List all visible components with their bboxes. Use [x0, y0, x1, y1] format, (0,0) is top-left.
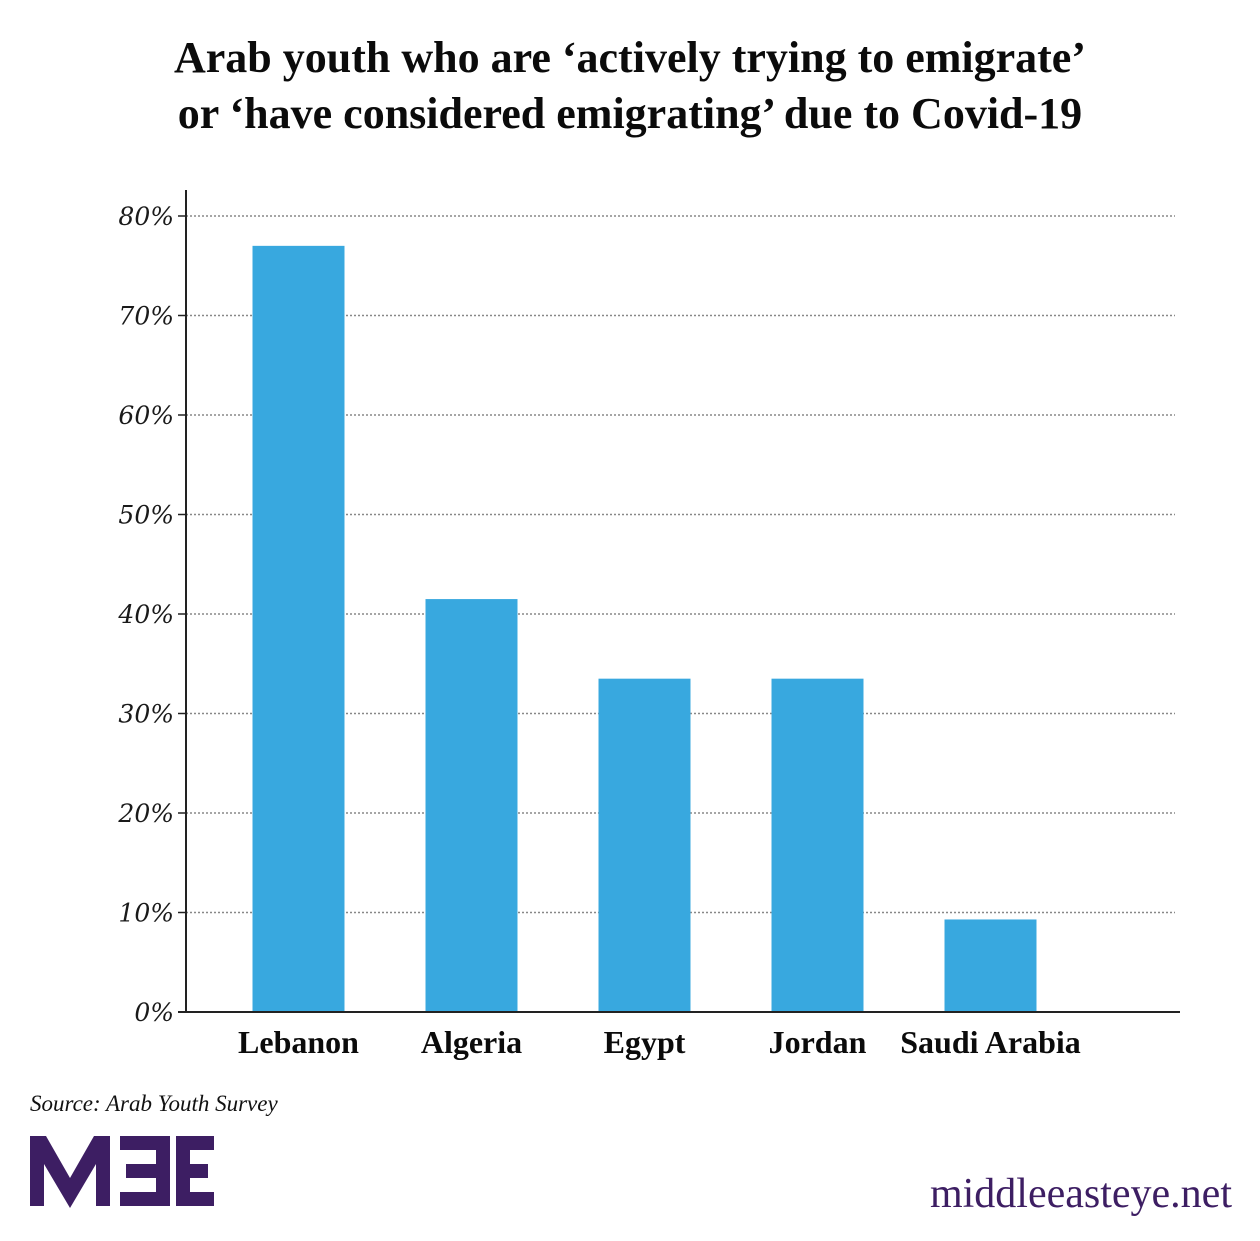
x-tick-label: Algeria [421, 1024, 522, 1060]
bar [771, 678, 864, 1012]
source-note: Source: Arab Youth Survey [30, 1091, 278, 1116]
chart-title-line-2: or ‘have considered emigrating’ due to C… [177, 89, 1083, 138]
x-tick-label: Saudi Arabia [900, 1024, 1081, 1060]
x-tick-labels: Lebanon Algeria Egypt Jordan Saudi Arabia [238, 1024, 1081, 1060]
mee-logo [30, 1134, 220, 1212]
site-url: middleeasteye.net [929, 1171, 1232, 1217]
bar [425, 599, 518, 1012]
chart-title: Arab youth who are ‘actively trying to e… [0, 30, 1260, 142]
bar [252, 245, 345, 1013]
y-tick-label: 20% [117, 799, 174, 828]
x-tick-label: Jordan [769, 1024, 867, 1060]
y-tick-label: 60% [118, 401, 174, 430]
y-tick-labels: 0% 10% 20% 30% 40% 50% 60% 70% 80% [117, 202, 174, 1027]
y-tick-label: 70% [118, 302, 174, 331]
y-tick-label: 30% [118, 700, 174, 729]
chart-title-line-1: Arab youth who are ‘actively trying to e… [174, 33, 1086, 82]
gridlines [186, 215, 1175, 914]
bar [944, 919, 1037, 1012]
bar [598, 678, 691, 1012]
x-tick-label: Egypt [604, 1024, 686, 1060]
y-tick-label: 40% [117, 600, 174, 629]
y-tick-label: 10% [118, 899, 174, 928]
y-tick-label: 50% [118, 501, 174, 530]
bars [252, 245, 1037, 1013]
x-tick-label: Lebanon [238, 1024, 359, 1060]
axes [178, 190, 1180, 1013]
y-tick-label: 80% [118, 202, 174, 231]
y-tick-label: 0% [134, 998, 174, 1027]
